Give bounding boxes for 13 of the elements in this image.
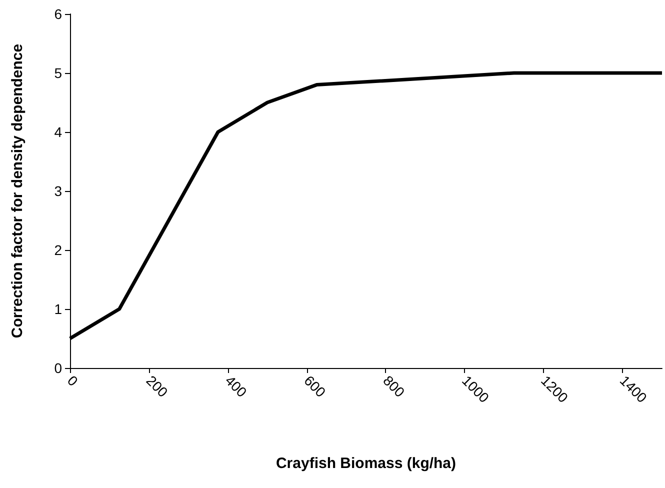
y-tick-label: 1 <box>54 301 62 317</box>
x-tick-label: 800 <box>380 372 408 400</box>
x-tick-label: 600 <box>301 372 330 400</box>
y-tick-label: 3 <box>54 183 62 199</box>
y-axis-title: Correction factor for density dependence <box>9 44 26 338</box>
y-tick-label: 6 <box>54 6 62 22</box>
y-tick-label: 0 <box>54 360 62 376</box>
x-tick-label: 200 <box>143 372 172 400</box>
y-tick-label: 4 <box>54 124 62 140</box>
x-tick-label: 400 <box>222 372 250 400</box>
x-axis-title: Crayfish Biomass (kg/ha) <box>276 455 456 472</box>
y-tick-label: 5 <box>54 65 62 81</box>
y-tick-label: 2 <box>54 242 62 258</box>
